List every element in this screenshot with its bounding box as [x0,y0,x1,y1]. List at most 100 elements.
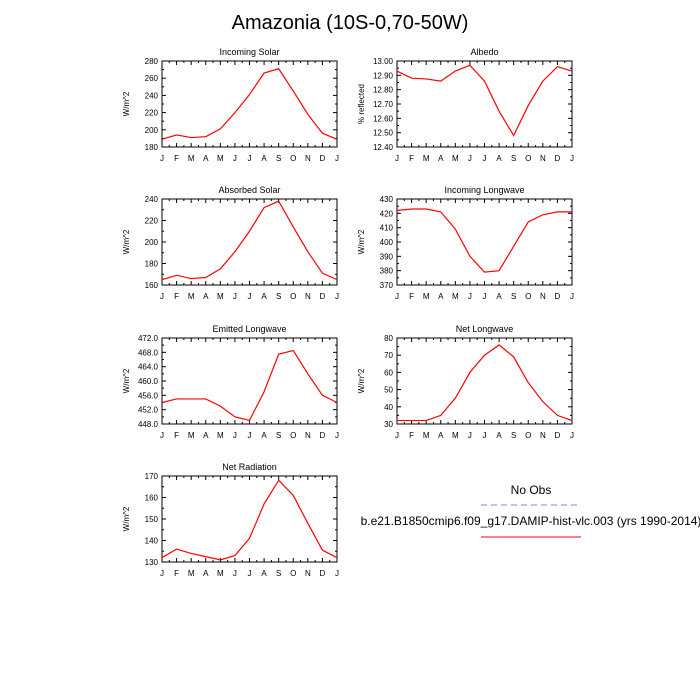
x-tick-label: J [570,154,574,163]
x-tick-label: D [555,154,561,163]
panel-title: Net Radiation [222,462,277,472]
y-tick-label: 472.0 [138,334,159,343]
x-tick-label: M [452,431,459,440]
legend-model-label: b.e21.B1850cmip6.f09_g17.DAMIP-hist-vlc.… [361,514,700,528]
x-tick-label: A [261,292,267,301]
y-tick-label: 280 [145,57,159,66]
y-tick-label: 12.60 [373,114,394,123]
y-tick-label: 50 [384,386,393,395]
series-line [161,68,338,140]
y-axis-label: W/m^2 [122,368,131,393]
x-tick-label: J [468,292,472,301]
x-tick-label: J [233,569,237,578]
y-tick-label: 60 [384,368,393,377]
x-tick-label: J [483,154,487,163]
y-tick-label: 180 [145,260,159,269]
x-tick-label: A [496,154,502,163]
x-tick-label: O [290,292,296,301]
x-tick-label: S [511,154,516,163]
x-tick-label: D [320,431,326,440]
x-tick-label: J [248,154,252,163]
x-tick-label: J [468,154,472,163]
panel-title: Incoming Longwave [444,185,524,195]
x-tick-label: O [290,569,296,578]
x-tick-label: M [423,431,430,440]
x-tick-label: O [525,292,531,301]
y-tick-label: 12.80 [373,86,394,95]
x-tick-label: S [276,569,281,578]
x-tick-label: A [203,431,209,440]
x-tick-label: J [395,154,399,163]
y-tick-label: 130 [145,558,159,567]
x-tick-label: D [320,154,326,163]
panel-title: Albedo [470,47,498,57]
series-line [161,479,338,561]
x-tick-label: A [496,431,502,440]
y-tick-label: 370 [380,281,394,290]
x-tick-label: N [305,154,311,163]
x-tick-label: S [511,431,516,440]
x-tick-label: A [203,569,209,578]
y-tick-label: 80 [384,334,393,343]
plot-frame [161,60,338,148]
x-tick-label: A [438,292,444,301]
y-tick-label: 400 [380,238,394,247]
y-tick-label: 40 [384,403,393,412]
y-tick-label: 220 [145,109,159,118]
y-tick-label: 464.0 [138,363,159,372]
y-tick-label: 220 [145,217,159,226]
y-tick-label: 200 [145,126,159,135]
y-tick-label: 140 [145,537,159,546]
x-tick-label: F [409,154,414,163]
x-tick-label: A [438,431,444,440]
x-tick-label: J [468,431,472,440]
panel-title: Emitted Longwave [212,324,286,334]
x-tick-label: M [188,292,195,301]
x-tick-label: M [423,154,430,163]
y-tick-label: 260 [145,74,159,83]
x-tick-label: N [305,292,311,301]
x-tick-label: A [261,431,267,440]
x-tick-label: J [248,569,252,578]
x-tick-label: J [483,292,487,301]
y-tick-label: 200 [145,238,159,247]
x-tick-label: J [570,431,574,440]
x-tick-label: M [217,154,224,163]
x-tick-label: N [540,154,546,163]
x-tick-label: J [160,431,164,440]
y-axis-label: W/m^2 [357,368,366,393]
series-line [161,200,338,281]
plot-frame [161,198,338,286]
x-tick-label: J [160,292,164,301]
x-tick-label: M [188,154,195,163]
y-tick-label: 12.50 [373,129,394,138]
x-tick-label: D [555,292,561,301]
x-tick-label: O [290,431,296,440]
y-tick-label: 460.0 [138,377,159,386]
y-axis-label: W/m^2 [122,506,131,531]
x-tick-label: O [525,154,531,163]
y-tick-label: 70 [384,351,393,360]
series-line [161,349,338,422]
x-tick-label: J [335,569,339,578]
x-tick-label: J [395,292,399,301]
x-tick-label: M [217,292,224,301]
y-tick-label: 150 [145,515,159,524]
x-tick-label: M [423,292,430,301]
y-tick-label: 468.0 [138,348,159,357]
x-tick-label: J [248,431,252,440]
plot-frame [396,337,573,425]
x-tick-label: J [160,154,164,163]
x-tick-label: A [496,292,502,301]
y-tick-label: 410 [380,224,394,233]
x-tick-label: A [261,569,267,578]
y-tick-label: 13.00 [373,57,394,66]
y-axis-label: % reflected [357,84,366,124]
